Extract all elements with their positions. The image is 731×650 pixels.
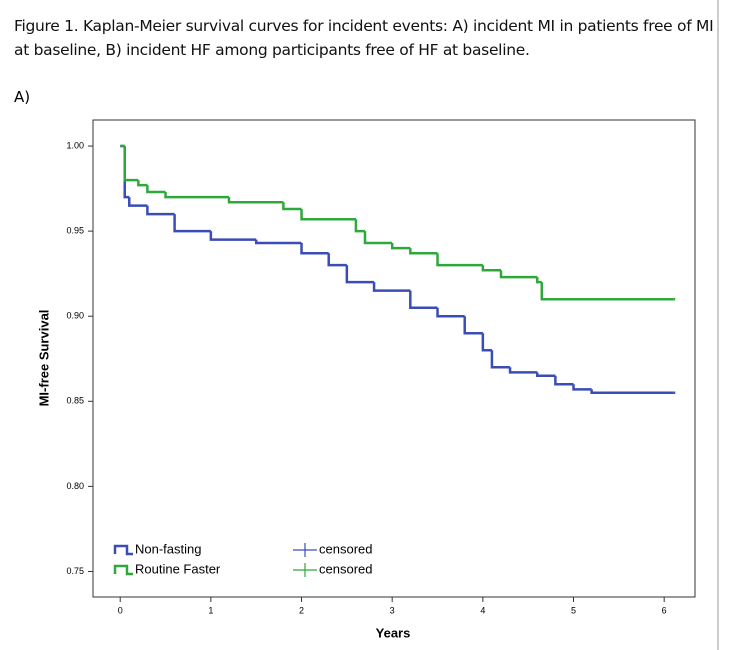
figure-caption: Figure 1. Kaplan-Meier survival curves f… bbox=[14, 17, 714, 59]
survival-step bbox=[282, 202, 302, 211]
survival-step bbox=[345, 265, 375, 284]
survival-step bbox=[508, 367, 538, 374]
x-axis-label: Years bbox=[376, 625, 411, 640]
legend-swatch bbox=[113, 544, 133, 556]
legend-censor-label: censored bbox=[319, 541, 372, 556]
survival-step bbox=[363, 231, 393, 245]
survival-step bbox=[499, 270, 538, 279]
legend-censor-label: censored bbox=[319, 561, 372, 576]
survival-step bbox=[123, 146, 139, 182]
survival-step bbox=[481, 333, 492, 352]
legend-censor-swatch bbox=[293, 543, 317, 557]
y-tick-label: 0.95 bbox=[66, 225, 84, 235]
survival-step bbox=[481, 265, 501, 272]
legend-label: Routine Faster bbox=[135, 561, 221, 576]
survival-step bbox=[372, 282, 411, 292]
survival-step bbox=[327, 253, 347, 267]
survival-step bbox=[535, 372, 556, 378]
y-tick-label: 0.80 bbox=[66, 481, 84, 491]
x-tick-label: 0 bbox=[118, 605, 123, 615]
survival-step bbox=[463, 316, 483, 335]
survival-step bbox=[164, 191, 229, 199]
survival-step bbox=[254, 239, 302, 245]
survival-step bbox=[554, 375, 574, 386]
y-tick-label: 0.75 bbox=[66, 566, 84, 576]
survival-step bbox=[209, 231, 257, 241]
survival-step bbox=[128, 197, 148, 207]
x-tick-label: 4 bbox=[480, 605, 485, 615]
x-tick-label: 5 bbox=[571, 605, 576, 615]
legend-censor-swatch bbox=[293, 563, 317, 577]
x-tick-label: 3 bbox=[390, 605, 395, 615]
x-tick-label: 2 bbox=[299, 605, 304, 615]
survival-step bbox=[354, 219, 365, 233]
legend-swatch bbox=[113, 564, 133, 576]
y-tick-label: 0.85 bbox=[66, 396, 84, 406]
survival-step bbox=[590, 389, 674, 395]
survival-step bbox=[300, 243, 329, 255]
survival-step bbox=[146, 185, 166, 194]
survival-step bbox=[173, 214, 211, 233]
plot-frame bbox=[92, 119, 696, 598]
survival-step bbox=[409, 290, 438, 309]
survival-step bbox=[535, 277, 542, 284]
survival-step bbox=[146, 205, 175, 216]
panel-label: A) bbox=[14, 88, 31, 106]
survival-step bbox=[137, 180, 148, 187]
y-axis-label: MI-free Survival bbox=[36, 310, 51, 407]
survival-step bbox=[390, 243, 411, 250]
legend-label: Non-fasting bbox=[135, 541, 201, 556]
survival-step bbox=[490, 350, 511, 369]
survival-step bbox=[436, 253, 483, 267]
survival-step bbox=[436, 307, 465, 318]
survival-step bbox=[572, 384, 592, 391]
x-tick-label: 6 bbox=[662, 605, 667, 615]
survival-step bbox=[540, 282, 674, 301]
y-tick-label: 1.00 bbox=[66, 140, 84, 150]
y-tick-label: 0.90 bbox=[66, 311, 84, 321]
survival-step bbox=[409, 248, 438, 255]
survival-step bbox=[227, 197, 284, 204]
x-tick-label: 1 bbox=[208, 605, 213, 615]
survival-step bbox=[300, 209, 356, 221]
